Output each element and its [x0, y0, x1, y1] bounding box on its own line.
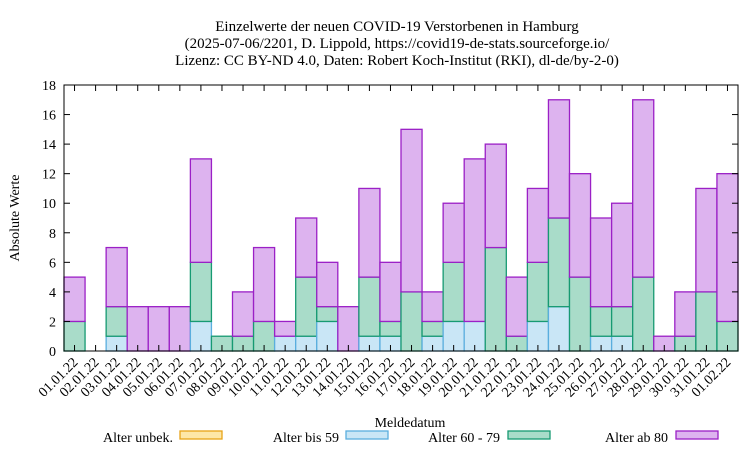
bar-segment: [337, 306, 360, 352]
legend-label: Alter bis 59: [273, 431, 339, 446]
y-tick-label: 16: [42, 109, 56, 124]
y-axis-label: Absolute Werte: [8, 175, 23, 262]
y-tick-label: 18: [42, 79, 56, 94]
x-tick-labels: 01.01.2202.01.2203.01.2204.01.2205.01.22…: [36, 355, 734, 400]
bar-segment: [568, 276, 592, 352]
bar-segment: [568, 173, 592, 278]
y-tick-label: 8: [49, 227, 56, 242]
bar-segment: [168, 306, 192, 352]
legend: Alter unbek. Alter bis 59 Alter 60 - 79 Alt…: [103, 430, 719, 446]
bar-segment: [695, 291, 718, 352]
bar-segment: [421, 291, 444, 323]
x-axis-label: Meldedatum: [375, 416, 446, 431]
bar-segment: [716, 173, 739, 323]
bar-segment: [189, 158, 213, 263]
chart-title-line-3: Lizenz: CC BY-ND 4.0, Daten: Robert Koch…: [175, 53, 619, 69]
bar-segment: [358, 276, 381, 337]
bar-segment: [674, 291, 697, 337]
bar-segment: [105, 306, 128, 337]
bar-segment: [63, 276, 86, 323]
bar-segment: [442, 202, 465, 263]
legend-swatch: [675, 430, 719, 440]
bar-segment: [316, 261, 339, 308]
bar-segment: [273, 320, 297, 337]
y-tick-label: 14: [42, 138, 56, 153]
legend-label: Alter unbek.: [103, 431, 173, 446]
bar-segment: [147, 306, 170, 352]
bar-segment: [358, 187, 381, 278]
bar-segment: [547, 99, 571, 219]
chart-title: Einzelwerte der neuen COVID-19 Verstorbe…: [175, 19, 619, 69]
bar-segment: [189, 261, 213, 323]
bar-segment: [695, 187, 718, 293]
bar-segment: [126, 306, 149, 352]
bar-segment: [589, 217, 613, 308]
bar-segment: [547, 306, 571, 352]
y-tick-label: 6: [49, 256, 56, 271]
bar-segment: [421, 320, 444, 337]
axis-ticks: [64, 84, 738, 352]
bar-segment: [252, 246, 276, 323]
legend-swatch: [345, 430, 389, 440]
bar-segment: [484, 246, 507, 352]
chart-title-line-1: Einzelwerte der neuen COVID-19 Verstorbe…: [215, 19, 579, 35]
legend-swatch: [179, 430, 223, 440]
bar-segment: [610, 306, 634, 337]
bar-segment: [400, 128, 423, 293]
bar-segment: [295, 276, 318, 337]
bar-segment: [632, 99, 655, 278]
bar-segment: [379, 261, 402, 323]
chart-title-line-2: (2025-07-06/2201, D. Lippold, https://co…: [185, 36, 610, 52]
bar-segment: [463, 158, 486, 323]
legend-label: Alter 60 - 79: [428, 431, 500, 446]
legend-swatch: [507, 430, 551, 440]
bar-segment: [547, 217, 571, 308]
bar-segment: [505, 276, 529, 337]
bar-segment: [105, 246, 128, 308]
bar-segment: [526, 261, 550, 323]
bar-segment: [231, 291, 255, 337]
bar-segment: [484, 143, 507, 249]
y-tick-label: 4: [49, 286, 56, 301]
y-tick-label: 2: [49, 315, 56, 330]
bar-segment: [632, 276, 655, 352]
y-tick-labels: 0 2 4 6 8 10 12 14 16 18: [42, 79, 56, 360]
bar-segment: [379, 320, 402, 337]
legend-label: Alter ab 80: [605, 431, 668, 446]
plot-frame: [63, 84, 739, 352]
bar-segment: [610, 202, 634, 308]
y-tick-label: 12: [42, 168, 56, 183]
y-tick-label: 10: [42, 197, 56, 212]
bar-segment: [400, 291, 423, 352]
bar-segment: [589, 306, 613, 337]
y-tick-label: 0: [49, 345, 56, 360]
bar-segment: [526, 187, 550, 263]
bars-layer: [63, 99, 739, 352]
bar-segment: [316, 306, 339, 323]
bar-segment: [442, 261, 465, 323]
bar-segment: [295, 217, 318, 278]
